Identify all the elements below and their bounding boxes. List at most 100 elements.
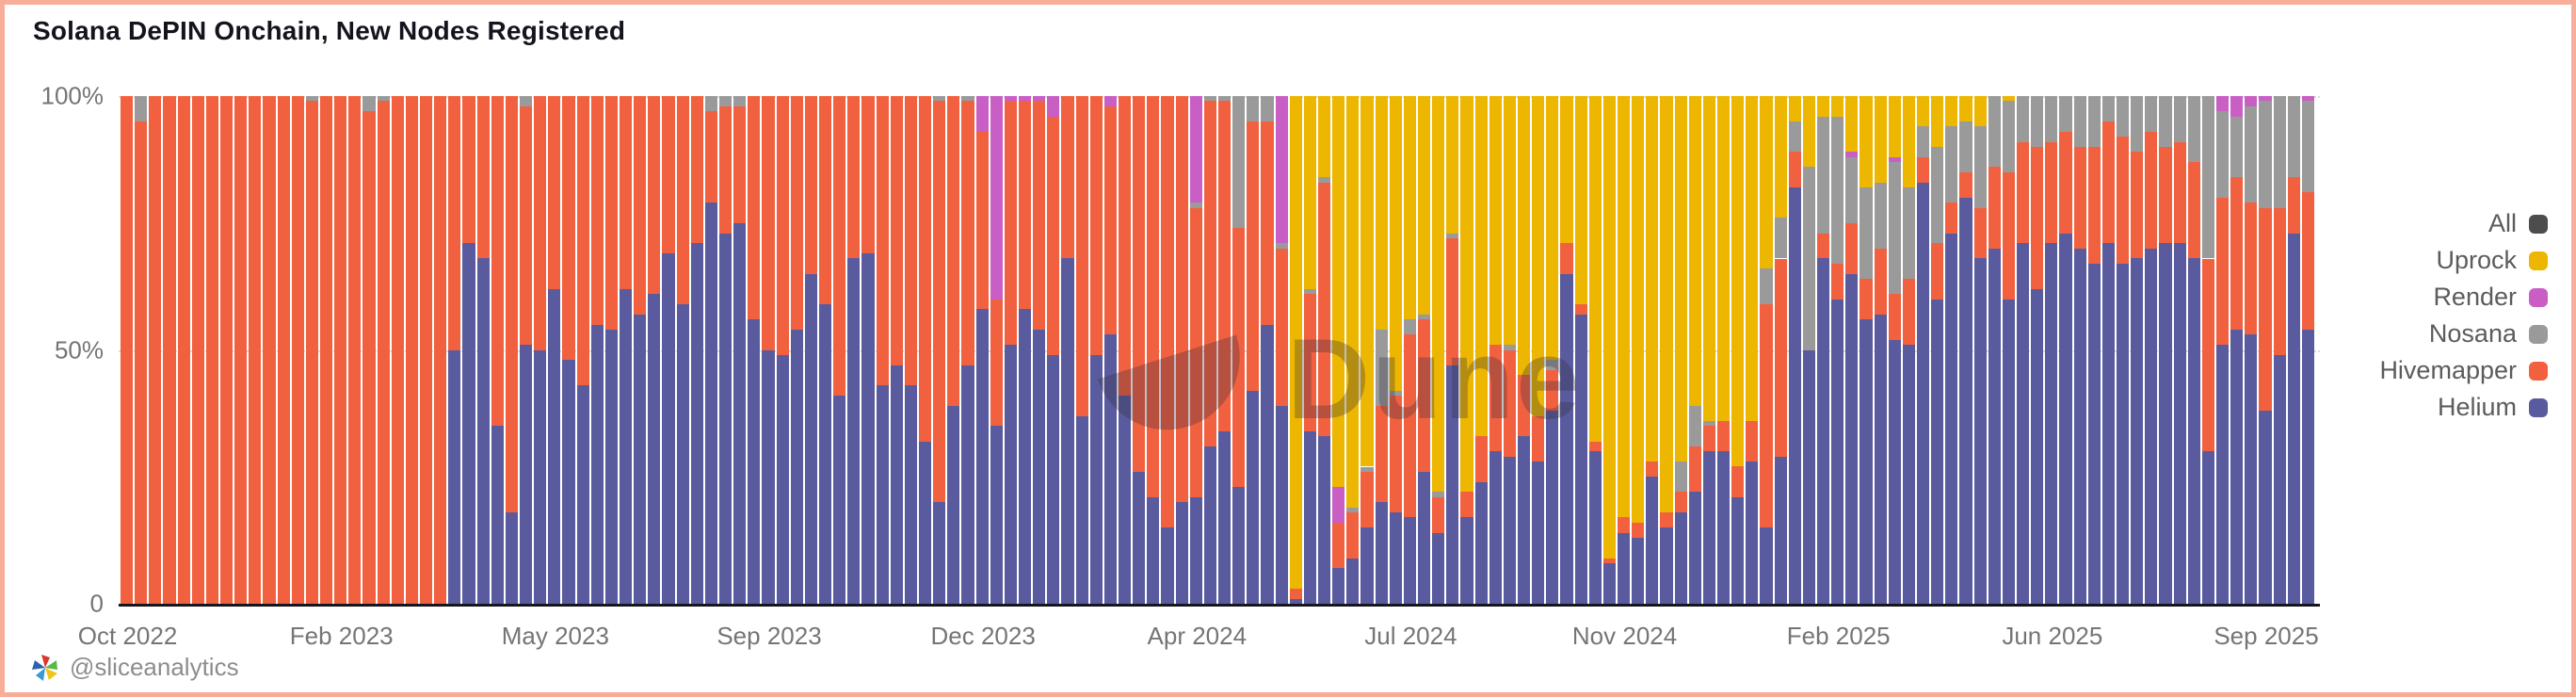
bar-segment-nosana[interactable] bbox=[1403, 319, 1416, 335]
bar-segment-hivemapper[interactable] bbox=[947, 96, 960, 406]
bar-segment-helium[interactable] bbox=[790, 329, 803, 604]
bar-segment-uprock[interactable] bbox=[1574, 96, 1587, 304]
bar-segment-hivemapper[interactable] bbox=[1574, 304, 1587, 315]
bar-segment-hivemapper[interactable] bbox=[2031, 146, 2044, 289]
bar-segment-hivemapper[interactable] bbox=[1432, 496, 1445, 533]
bar-segment-helium[interactable] bbox=[1047, 354, 1060, 604]
bar-segment-hivemapper[interactable] bbox=[135, 121, 148, 604]
bar-segment-helium[interactable] bbox=[762, 349, 775, 604]
bar-segment-helium[interactable] bbox=[2159, 243, 2172, 604]
bar-segment-helium[interactable] bbox=[1033, 329, 1046, 604]
attribution-handle[interactable]: @sliceanalytics bbox=[70, 653, 239, 681]
bar-segment-nosana[interactable] bbox=[2101, 96, 2115, 122]
bar-segment-nosana[interactable] bbox=[1959, 121, 1972, 172]
bar-segment-helium[interactable] bbox=[1303, 430, 1316, 604]
bar-segment-hivemapper[interactable] bbox=[263, 96, 276, 604]
bar-segment-render[interactable] bbox=[1033, 96, 1046, 102]
bar-segment-helium[interactable] bbox=[2287, 233, 2300, 604]
bar-segment-hivemapper[interactable] bbox=[1346, 512, 1360, 559]
bar-segment-hivemapper[interactable] bbox=[548, 96, 561, 289]
bar-segment-helium[interactable] bbox=[990, 426, 1003, 604]
bar-segment-uprock[interactable] bbox=[1760, 96, 1773, 269]
bar-segment-hivemapper[interactable] bbox=[1403, 334, 1416, 518]
bar-segment-hivemapper[interactable] bbox=[1788, 152, 1801, 188]
bar-segment-hivemapper[interactable] bbox=[2230, 177, 2244, 330]
bar-segment-helium[interactable] bbox=[1574, 314, 1587, 604]
bar-segment-helium[interactable] bbox=[2230, 329, 2244, 604]
bar-segment-hivemapper[interactable] bbox=[2287, 177, 2300, 234]
bar-segment-nosana[interactable] bbox=[1432, 492, 1445, 497]
bar-segment-uprock[interactable] bbox=[1303, 96, 1316, 289]
bar-segment-uprock[interactable] bbox=[1831, 96, 1844, 117]
bar-segment-helium[interactable] bbox=[933, 502, 946, 604]
bar-segment-helium[interactable] bbox=[2173, 243, 2186, 604]
bar-segment-hivemapper[interactable] bbox=[362, 111, 376, 604]
bar-segment-hivemapper[interactable] bbox=[249, 96, 262, 604]
bar-segment-nosana[interactable] bbox=[1218, 96, 1232, 102]
bar-segment-helium[interactable] bbox=[1232, 487, 1246, 604]
bar-segment-hivemapper[interactable] bbox=[2301, 192, 2314, 330]
bar-segment-hivemapper[interactable] bbox=[2131, 152, 2144, 259]
bar-segment-hivemapper[interactable] bbox=[1702, 426, 1715, 452]
bar-segment-hivemapper[interactable] bbox=[1089, 96, 1103, 355]
bar-segment-hivemapper[interactable] bbox=[762, 96, 775, 350]
bar-segment-uprock[interactable] bbox=[1346, 96, 1360, 508]
bar-segment-uprock[interactable] bbox=[1360, 96, 1374, 467]
bar-segment-hivemapper[interactable] bbox=[1004, 101, 1017, 346]
bar-segment-helium[interactable] bbox=[1503, 456, 1516, 604]
bar-segment-uprock[interactable] bbox=[1788, 96, 1801, 122]
bar-segment-helium[interactable] bbox=[1474, 481, 1488, 604]
bar-segment-helium[interactable] bbox=[1888, 339, 1901, 604]
bar-segment-helium[interactable] bbox=[1788, 187, 1801, 604]
bar-segment-helium[interactable] bbox=[1688, 492, 1701, 604]
bar-segment-hivemapper[interactable] bbox=[2059, 131, 2072, 234]
bar-segment-render[interactable] bbox=[2259, 96, 2272, 102]
bar-segment-helium[interactable] bbox=[1546, 411, 1559, 604]
bar-segment-hivemapper[interactable] bbox=[191, 96, 204, 604]
bar-segment-helium[interactable] bbox=[2059, 233, 2072, 604]
bar-segment-uprock[interactable] bbox=[1874, 96, 1887, 183]
bar-segment-hivemapper[interactable] bbox=[2201, 258, 2214, 452]
bar-segment-hivemapper[interactable] bbox=[975, 131, 989, 310]
bar-segment-hivemapper[interactable] bbox=[1147, 96, 1160, 497]
bar-segment-uprock[interactable] bbox=[1902, 96, 1915, 188]
bar-segment-nosana[interactable] bbox=[961, 96, 974, 102]
bar-segment-nosana[interactable] bbox=[1702, 420, 1715, 427]
bar-segment-hivemapper[interactable] bbox=[576, 96, 589, 386]
bar-segment-helium[interactable] bbox=[1103, 334, 1117, 604]
bar-segment-hivemapper[interactable] bbox=[562, 96, 575, 361]
bar-segment-helium[interactable] bbox=[1247, 390, 1260, 604]
bar-segment-nosana[interactable] bbox=[1945, 126, 1958, 203]
bar-segment-helium[interactable] bbox=[2301, 329, 2314, 604]
bar-segment-hivemapper[interactable] bbox=[462, 96, 475, 244]
bar-segment-uprock[interactable] bbox=[1618, 96, 1631, 518]
bar-segment-helium[interactable] bbox=[1874, 314, 1887, 604]
bar-segment-render[interactable] bbox=[2216, 96, 2230, 112]
bar-segment-helium[interactable] bbox=[1489, 451, 1502, 604]
bar-segment-hivemapper[interactable] bbox=[1218, 101, 1232, 431]
bar-segment-helium[interactable] bbox=[1646, 477, 1659, 604]
bar-segment-uprock[interactable] bbox=[1588, 96, 1602, 442]
bar-segment-nosana[interactable] bbox=[1902, 187, 1915, 280]
bar-segment-nosana[interactable] bbox=[2173, 96, 2186, 142]
bar-segment-hivemapper[interactable] bbox=[234, 96, 248, 604]
bar-segment-nosana[interactable] bbox=[719, 96, 733, 106]
bar-segment-nosana[interactable] bbox=[1817, 116, 1830, 234]
bar-segment-nosana[interactable] bbox=[377, 96, 390, 102]
bar-segment-hivemapper[interactable] bbox=[1746, 420, 1759, 462]
bar-segment-render[interactable] bbox=[990, 96, 1003, 300]
bar-segment-render[interactable] bbox=[1888, 156, 1901, 163]
bar-segment-hivemapper[interactable] bbox=[2187, 162, 2200, 259]
bar-segment-hivemapper[interactable] bbox=[1831, 263, 1844, 300]
bar-segment-nosana[interactable] bbox=[2017, 96, 2030, 142]
bar-segment-render[interactable] bbox=[2230, 96, 2244, 117]
bar-segment-helium[interactable] bbox=[819, 304, 832, 604]
bar-segment-helium[interactable] bbox=[1518, 436, 1531, 604]
bar-segment-helium[interactable] bbox=[1532, 462, 1545, 604]
bar-segment-nosana[interactable] bbox=[1688, 405, 1701, 446]
bar-segment-render[interactable] bbox=[2301, 96, 2314, 102]
bar-segment-hivemapper[interactable] bbox=[1602, 558, 1616, 563]
legend-item-nosana[interactable]: Nosana bbox=[2379, 316, 2548, 352]
bar-segment-render[interactable] bbox=[1332, 487, 1345, 523]
bar-segment-nosana[interactable] bbox=[1546, 360, 1559, 371]
